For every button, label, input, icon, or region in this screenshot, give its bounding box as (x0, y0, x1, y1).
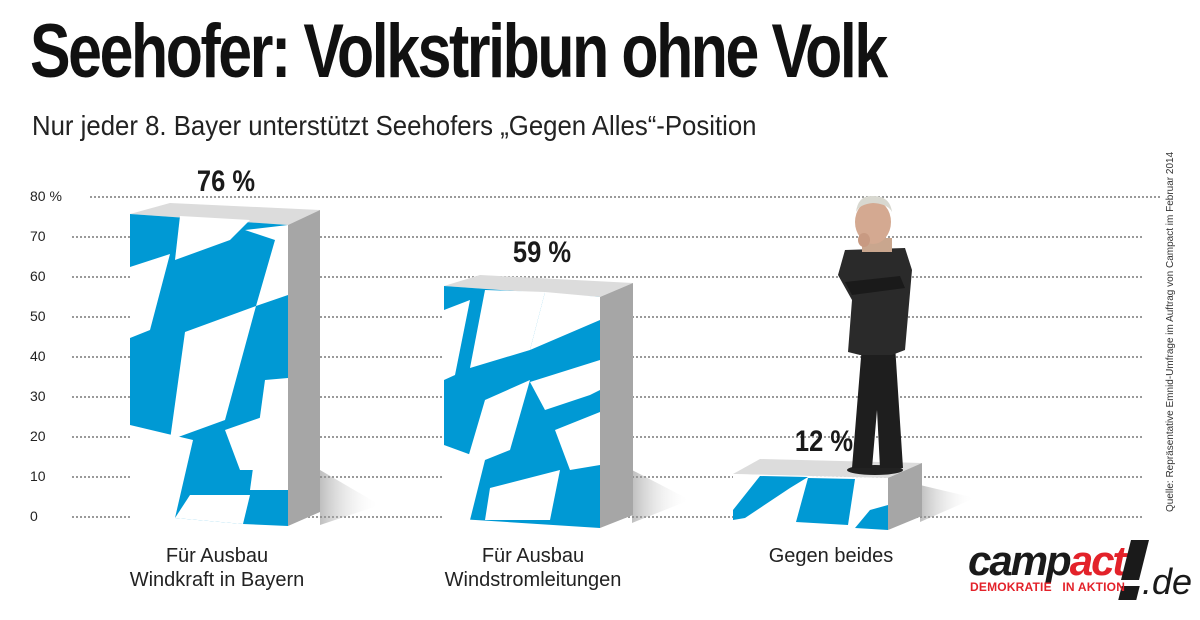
category-line-1: Gegen beides (768, 545, 894, 567)
bar-windkraft (130, 203, 380, 526)
gridline-60 (72, 276, 1142, 278)
category-label-gegen-beides: Gegen beides (711, 544, 951, 568)
value-label-windkraft: 76 % (196, 165, 256, 198)
chart-subtitle: Nur jeder 8. Bayer unterstützt Seehofers… (32, 110, 757, 141)
chart-title: Seehofer: Volkstribun ohne Volk (30, 9, 888, 94)
category-label-windkraft: Für Ausbau Windkraft in Bayern (97, 544, 337, 592)
value-label-gegen-beides: 12 % (794, 425, 854, 458)
gridline-70 (72, 236, 1142, 238)
logo-wordmark: campact (968, 537, 1126, 584)
bar-windstromleitungen (444, 275, 690, 528)
y-tick-20: 20 (30, 428, 46, 444)
y-tick-50: 50 (30, 308, 46, 324)
y-tick-10: 10 (30, 468, 46, 484)
logo-tagline: DEMOKRATIE IN AKTION (970, 580, 1126, 594)
category-line-2: Windkraft in Bayern (129, 569, 305, 591)
y-tick-60: 60 (30, 268, 46, 284)
value-label-windstromleitungen: 59 % (512, 236, 572, 269)
category-label-windstromleitungen: Für Ausbau Windstromleitungen (413, 544, 653, 592)
logo-suffix: .de (1142, 561, 1193, 602)
y-tick-80: 80 % (30, 188, 62, 204)
gridline-80 (90, 196, 1160, 198)
y-tick-30: 30 (30, 388, 46, 404)
person-figure (838, 195, 912, 475)
bar-gegen-beides (733, 459, 975, 530)
category-line-1: Für Ausbau (481, 545, 585, 567)
campact-logo: campact .de DEMOKRATIE IN AKTION (960, 540, 1200, 610)
y-tick-40: 40 (30, 348, 46, 364)
category-line-1: Für Ausbau (165, 545, 269, 567)
y-tick-70: 70 (30, 228, 46, 244)
y-tick-0: 0 (30, 508, 38, 524)
category-line-2: Windstromleitungen (444, 569, 622, 591)
